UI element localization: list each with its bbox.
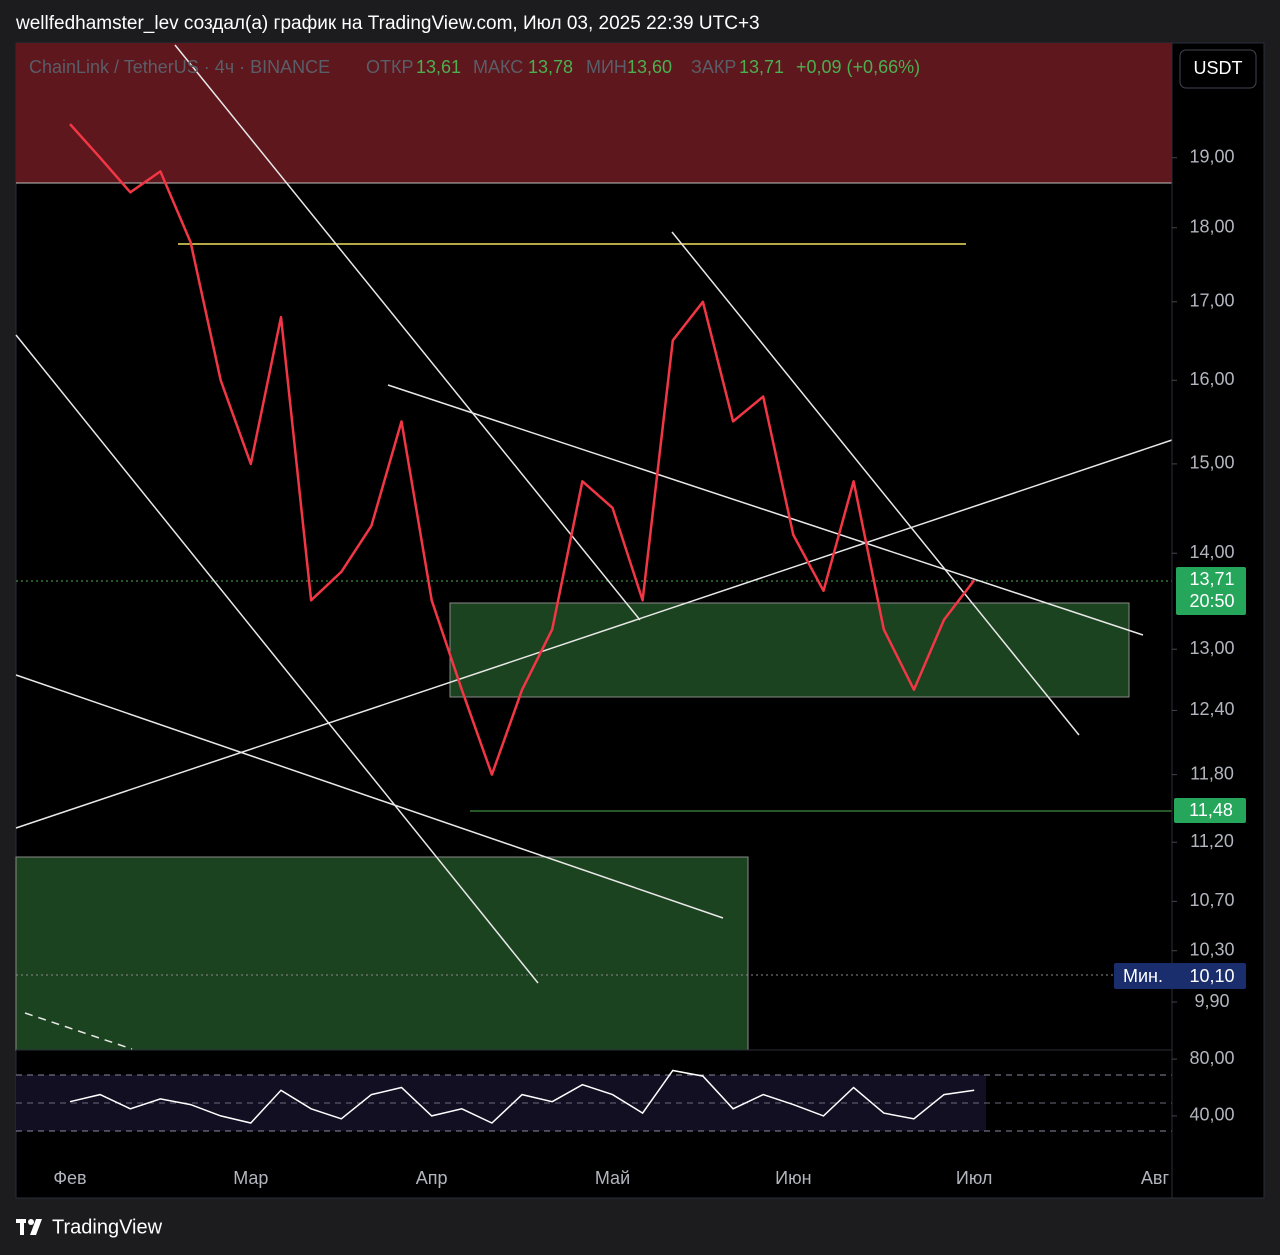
last-price-tag — [1176, 567, 1246, 615]
timer: 20:50 — [1189, 591, 1234, 611]
y-tick-label: 14,00 — [1189, 542, 1234, 562]
label: ОТКР — [366, 57, 414, 77]
y-tick-label: 18,00 — [1189, 217, 1234, 237]
legend: ChainLink / TetherUS · 4ч · BINANCE ОТКР… — [29, 57, 920, 77]
y-tick-label: 17,00 — [1189, 291, 1234, 311]
y-tick-label: 15,00 — [1189, 453, 1234, 473]
level-price: 11,48 — [1189, 800, 1233, 820]
label: МАКС — [473, 57, 523, 77]
value: 13,71 — [739, 57, 784, 77]
resistance-zone — [16, 43, 1172, 183]
currency-button[interactable] — [1179, 49, 1257, 89]
price-line — [69, 123, 976, 776]
rsi-line — [69, 1069, 975, 1124]
y-tick-label: 12,40 — [1189, 699, 1234, 719]
currency[interactable]: USDT — [1194, 58, 1243, 78]
rsi-tick-label: 40,00 — [1189, 1105, 1234, 1125]
value: 13,61 — [416, 57, 461, 77]
min-label: Мин. — [1123, 966, 1163, 986]
trendlines — [15, 44, 1173, 1050]
symbol: ChainLink / TetherUS · 4ч · BINANCE — [29, 57, 330, 77]
y-tick-label: 11,20 — [1190, 831, 1234, 851]
x-tick-label: Авг — [1141, 1168, 1170, 1188]
min-tag — [1114, 963, 1246, 989]
label: МИН — [586, 57, 627, 77]
support-zone — [449, 602, 1130, 698]
x-tick-label: Фев — [53, 1168, 86, 1188]
x-tick-label: Июн — [775, 1168, 811, 1188]
brand-logo — [16, 1219, 42, 1235]
last-price: 13,71 — [1189, 569, 1234, 589]
value: 13,60 — [627, 57, 672, 77]
y-tick-label: 11,80 — [1190, 763, 1234, 783]
x-tick-label: Апр — [416, 1168, 448, 1188]
min-value: 10,10 — [1189, 966, 1234, 986]
header-title: wellfedhamster_lev создал(а) график на T… — [15, 13, 760, 34]
rsi-tick-label: 80,00 — [1189, 1048, 1234, 1068]
level-tag — [1174, 798, 1246, 823]
y-tick-label: 10,70 — [1189, 890, 1234, 910]
brand: TradingView — [52, 1216, 163, 1238]
y-tick-label: 9,90 — [1194, 991, 1229, 1011]
label: ЗАКР — [691, 57, 736, 77]
y-tick-label: 13,00 — [1189, 638, 1234, 658]
y-tick-label: 19,00 — [1189, 146, 1234, 166]
value: 13,78 — [528, 57, 573, 77]
demand-zone — [15, 856, 749, 1051]
x-tick-label: Май — [595, 1168, 630, 1188]
change: +0,09 (+0,66%) — [796, 57, 920, 77]
x-tick-label: Июл — [956, 1168, 993, 1188]
x-tick-label: Мар — [233, 1168, 268, 1188]
y-tick-label: 16,00 — [1189, 369, 1234, 389]
y-tick-label: 10,30 — [1189, 939, 1234, 959]
